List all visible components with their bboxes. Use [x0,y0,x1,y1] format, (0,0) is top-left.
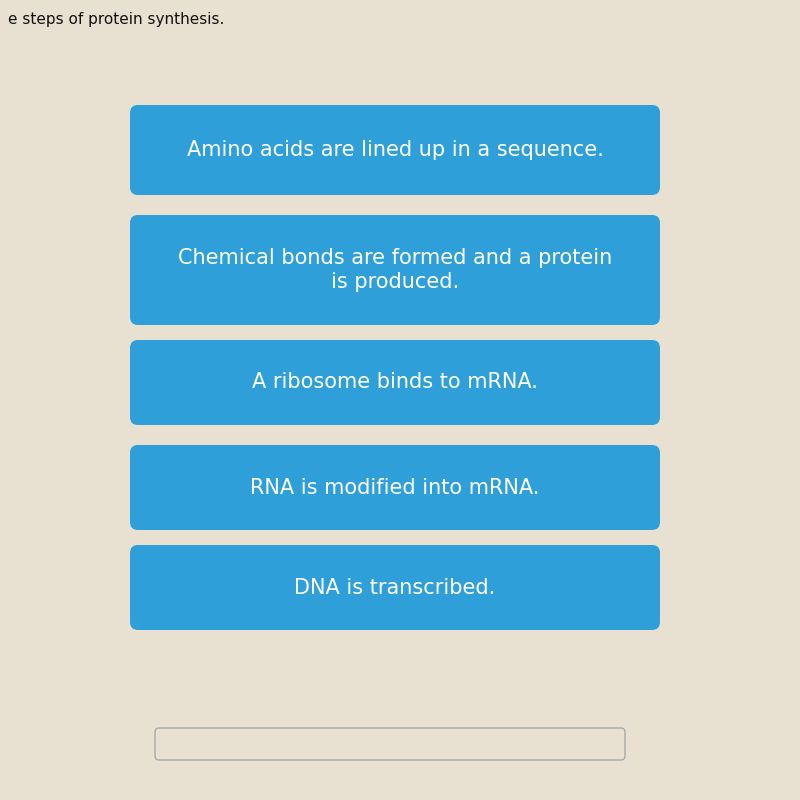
FancyBboxPatch shape [130,445,660,530]
Text: DNA is transcribed.: DNA is transcribed. [294,578,496,598]
Text: Chemical bonds are formed and a protein
is produced.: Chemical bonds are formed and a protein … [178,248,612,292]
Text: RNA is modified into mRNA.: RNA is modified into mRNA. [250,478,540,498]
Text: e steps of protein synthesis.: e steps of protein synthesis. [8,12,224,27]
FancyBboxPatch shape [155,728,625,760]
FancyBboxPatch shape [130,545,660,630]
FancyBboxPatch shape [130,215,660,325]
FancyBboxPatch shape [130,105,660,195]
Text: A ribosome binds to mRNA.: A ribosome binds to mRNA. [252,373,538,393]
FancyBboxPatch shape [130,340,660,425]
Text: Amino acids are lined up in a sequence.: Amino acids are lined up in a sequence. [186,140,603,160]
